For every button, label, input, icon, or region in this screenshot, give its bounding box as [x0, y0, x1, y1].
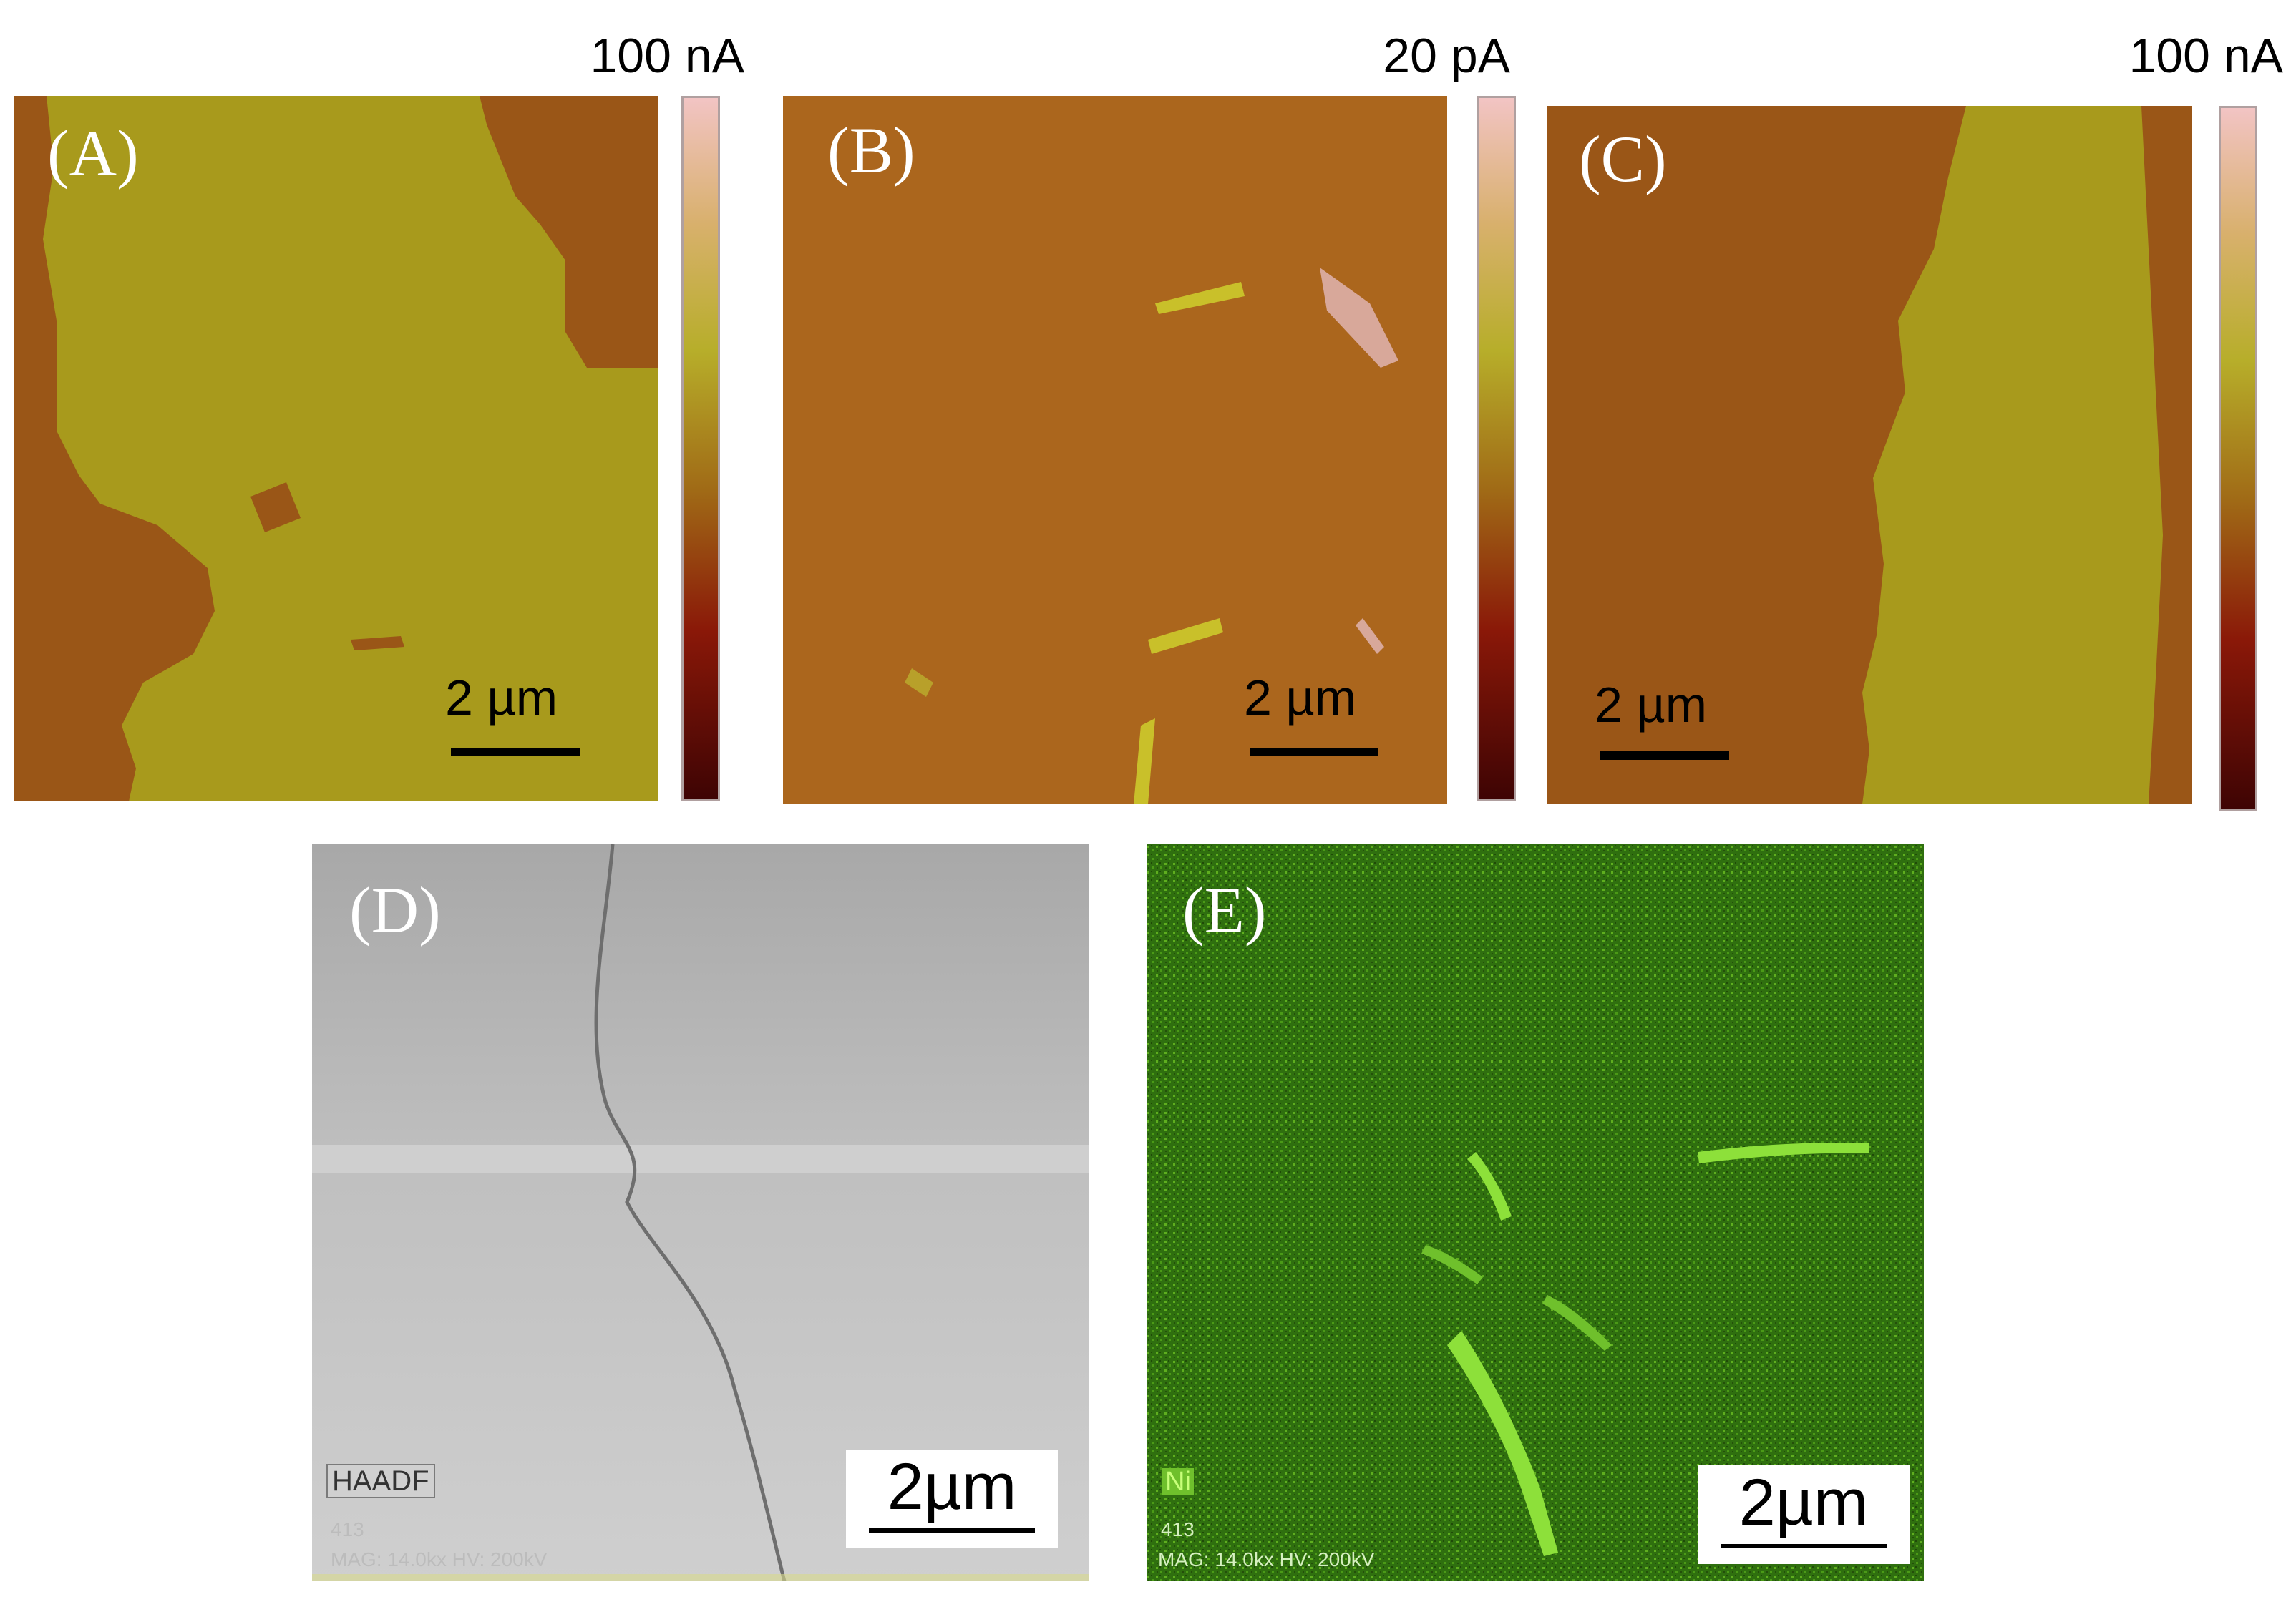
panel-e-id-tag: 413: [1161, 1518, 1195, 1540]
panel-a-scale-bar: [451, 748, 580, 756]
panel-a-current-map: [14, 96, 658, 801]
panel-b-label: (B): [827, 114, 915, 187]
panel-e-scale-bar: [1721, 1544, 1887, 1548]
panel-c-image: [1547, 106, 2192, 804]
panel-b-scale-label: 2 µm: [1244, 670, 1357, 726]
panel-a-label: (A): [47, 117, 139, 190]
panel-e-info-tag: MAG: 14.0kx HV: 200kV: [1158, 1548, 1375, 1571]
panel-e-image: [1147, 844, 1924, 1581]
panel-c-colorbar: [2219, 106, 2257, 811]
panel-c-unit-label: 100 nA: [2129, 29, 2283, 83]
panel-e-eds-map: [1147, 844, 1924, 1581]
panel-d-detector-tag: HAADF: [326, 1464, 435, 1498]
panel-d-label: (D): [349, 874, 441, 947]
panel-c-scale-label: 2 µm: [1595, 677, 1708, 733]
panel-d-id-tag: 413: [331, 1518, 364, 1540]
panel-b-unit-label: 20 pA: [1383, 29, 1510, 83]
panel-b-image: [783, 96, 1447, 804]
panel-a-scale-label: 2 µm: [445, 670, 558, 726]
panel-e-element-tag: Ni: [1162, 1468, 1194, 1495]
panel-c-scale-bar: [1600, 751, 1729, 760]
panel-a-image: [14, 96, 658, 801]
panel-d-info-tag: MAG: 14.0kx HV: 200kV: [331, 1548, 548, 1571]
panel-a-unit-label: 100 nA: [590, 29, 744, 83]
panel-e-scale-box: 2µm: [1698, 1465, 1910, 1564]
panel-a-colorbar: [681, 96, 720, 801]
panel-e-label: (E): [1182, 874, 1267, 947]
panel-d-scale-label: 2µm: [887, 1450, 1017, 1523]
panel-d-scale-box: 2µm: [846, 1450, 1058, 1548]
panel-b-scale-bar: [1250, 748, 1378, 756]
panel-b-current-map: [783, 96, 1447, 804]
panel-b-colorbar: [1477, 96, 1516, 801]
panel-e-scale-label: 2µm: [1738, 1466, 1869, 1539]
panel-c-label: (C): [1579, 122, 1667, 195]
panel-c-current-map: [1547, 106, 2192, 804]
panel-d-scale-bar: [869, 1528, 1035, 1533]
